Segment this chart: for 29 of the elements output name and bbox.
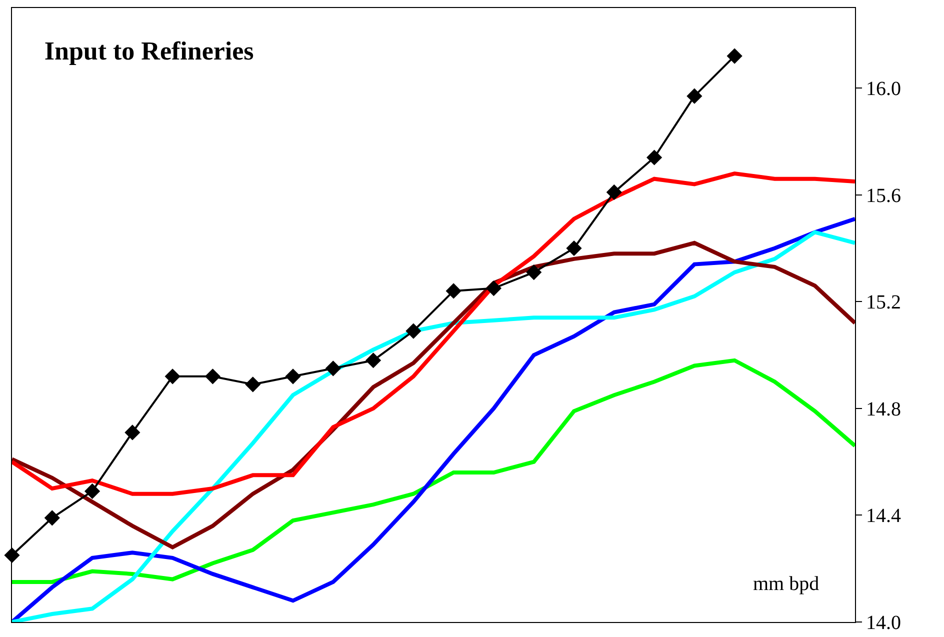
annotation: mm bpd — [753, 573, 820, 595]
point — [325, 360, 341, 376]
point — [406, 323, 422, 339]
point — [124, 424, 140, 440]
point — [164, 368, 180, 384]
point — [486, 280, 502, 296]
point — [44, 510, 60, 526]
point — [365, 352, 382, 368]
y-tick-label: 15.2 — [866, 292, 901, 314]
y-tick-label: 14.0 — [866, 612, 901, 634]
text: Input to Refineries — [44, 36, 254, 66]
point — [526, 264, 542, 280]
y-tick-label: 15.6 — [866, 184, 901, 207]
y-tick-label: 14.4 — [866, 505, 901, 528]
point — [646, 150, 662, 166]
point — [726, 48, 742, 64]
line-series — [12, 240, 855, 550]
point — [285, 368, 301, 384]
point — [84, 483, 100, 499]
point — [606, 184, 622, 200]
line-series — [12, 172, 855, 496]
point — [204, 368, 221, 384]
point — [245, 376, 261, 392]
point — [686, 88, 702, 104]
point — [566, 240, 582, 256]
y-tick-label: 14.8 — [866, 398, 901, 420]
y-tick-label: 16.0 — [866, 78, 901, 100]
point — [446, 283, 462, 299]
point — [4, 547, 20, 564]
